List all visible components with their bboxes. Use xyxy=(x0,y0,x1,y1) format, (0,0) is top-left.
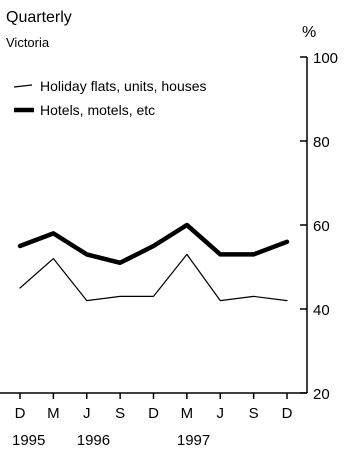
x-tick-label: M xyxy=(47,405,60,422)
series-layer xyxy=(17,222,290,302)
y-tick-label: 60 xyxy=(313,218,330,235)
y-tick-label: 20 xyxy=(313,386,330,403)
x-year-label: 1997 xyxy=(177,432,210,449)
axes: D M J S D M J S D 1995 1996 1997 20 40 60 80 100 xyxy=(0,50,338,449)
y-tick-label: 80 xyxy=(313,134,330,151)
x-year-label: 1996 xyxy=(77,432,110,449)
x-tick-label: M xyxy=(181,405,194,422)
x-tick-label: S xyxy=(115,405,125,422)
chart-title: Quarterly xyxy=(6,9,72,26)
x-tick-label: J xyxy=(217,405,225,422)
x-tick-label: S xyxy=(249,405,259,422)
y-tick-label: 40 xyxy=(313,302,330,319)
legend-label-hotels: Hotels, motels, etc xyxy=(40,102,155,118)
y-axis-unit: % xyxy=(302,24,316,41)
legend-swatch-holiday xyxy=(13,84,33,88)
x-tick-label: D xyxy=(148,405,159,422)
x-tick-label: D xyxy=(282,405,293,422)
legend: Holiday flats, units, houses Hotels, mot… xyxy=(13,78,207,118)
x-tick-label: J xyxy=(83,405,91,422)
chart-subtitle: Victoria xyxy=(6,35,50,50)
x-tick-label: D xyxy=(15,405,26,422)
series-line-holiday xyxy=(19,253,288,302)
series-line-hotels xyxy=(17,222,290,266)
y-tick-label: 100 xyxy=(313,50,338,67)
x-year-label: 1995 xyxy=(12,432,45,449)
legend-label-holiday: Holiday flats, units, houses xyxy=(40,78,207,94)
